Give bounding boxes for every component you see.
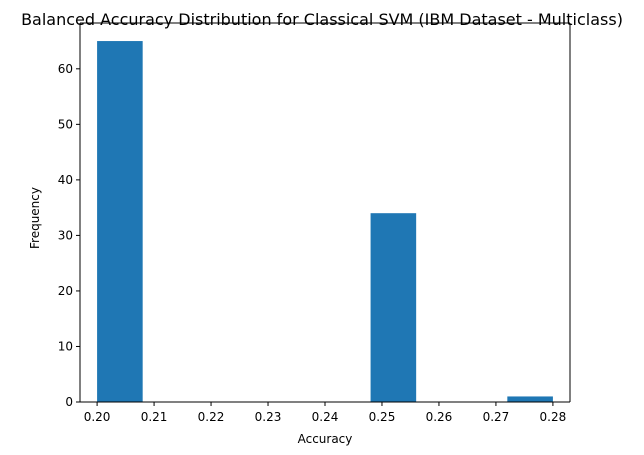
x-tick-label: 0.22 <box>198 410 225 424</box>
x-tick-label: 0.25 <box>369 410 396 424</box>
y-tick-label: 40 <box>58 173 73 187</box>
x-tick-label: 0.28 <box>540 410 567 424</box>
x-tick-label: 0.23 <box>255 410 282 424</box>
y-tick-label: 10 <box>58 339 73 353</box>
x-tick-label: 0.24 <box>312 410 339 424</box>
axes-frame <box>79 22 571 403</box>
bars-group <box>97 41 553 403</box>
histogram-bar-0 <box>97 41 143 403</box>
y-tick-label: 20 <box>58 284 73 298</box>
x-tick-label: 0.26 <box>426 410 453 424</box>
x-tick-label: 0.20 <box>84 410 111 424</box>
x-axis-ticks: 0.20 0.21 0.22 0.23 0.24 0.25 0.26 0.27 0.28 <box>84 402 567 424</box>
y-axis-label: Frequency <box>28 187 42 249</box>
y-tick-label: 60 <box>58 62 73 76</box>
y-axis-ticks: 0 10 20 30 40 50 60 <box>58 62 80 409</box>
y-tick-label: 50 <box>58 117 73 131</box>
histogram-bar-6 <box>370 213 417 402</box>
x-tick-label: 0.21 <box>141 410 168 424</box>
y-tick-label: 30 <box>58 228 73 242</box>
chart-title: Balanced Accuracy Distribution for Class… <box>21 10 623 29</box>
x-tick-label: 0.27 <box>483 410 510 424</box>
histogram-bar-9 <box>507 396 553 402</box>
x-axis-label: Accuracy <box>298 432 353 446</box>
y-tick-label: 0 <box>65 395 73 409</box>
